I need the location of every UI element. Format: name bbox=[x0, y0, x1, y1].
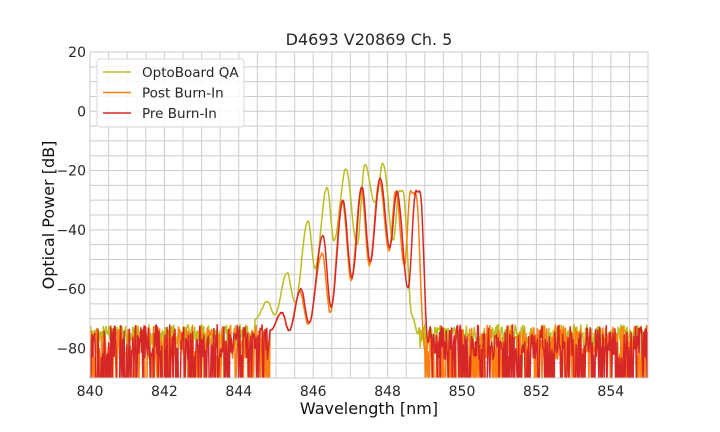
legend-label: Post Burn-In bbox=[142, 86, 224, 102]
y-tick-label: −60 bbox=[56, 282, 86, 298]
y-tick-label: −40 bbox=[56, 223, 86, 239]
series-lines bbox=[90, 162, 648, 378]
plot-frame bbox=[89, 51, 649, 379]
x-tick-label: 850 bbox=[449, 384, 476, 400]
legend-label: OptoBoard QA bbox=[142, 65, 239, 81]
y-tick-label: 0 bbox=[77, 104, 86, 120]
chart-title: D4693 V20869 Ch. 5 bbox=[286, 30, 453, 49]
x-tick-label: 842 bbox=[151, 384, 178, 400]
legend: OptoBoard QA Post Burn-In Pre Burn-In bbox=[96, 58, 245, 128]
x-axis-label: Wavelength [nm] bbox=[300, 399, 438, 418]
y-tick-label: −20 bbox=[56, 164, 86, 180]
legend-label: Pre Burn-In bbox=[142, 106, 217, 122]
x-tick-label: 840 bbox=[77, 384, 104, 400]
x-tick-label: 854 bbox=[597, 384, 624, 400]
y-tick-label: −80 bbox=[56, 341, 86, 357]
tick-labels: 840 842 844 846 848 850 852 854 20 0 −20 −40 −60 −80 bbox=[56, 45, 624, 400]
x-tick-label: 848 bbox=[374, 384, 401, 400]
y-tick-label: 20 bbox=[68, 45, 86, 61]
y-axis-label: Optical Power [dB] bbox=[39, 141, 58, 290]
legend-box bbox=[96, 58, 245, 128]
series-line-pre-burn-in bbox=[90, 177, 648, 378]
x-tick-label: 846 bbox=[300, 384, 327, 400]
x-tick-label: 844 bbox=[225, 384, 252, 400]
x-tick-label: 852 bbox=[523, 384, 550, 400]
